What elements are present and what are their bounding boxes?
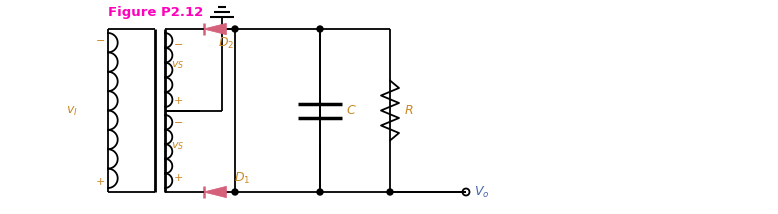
Circle shape: [232, 26, 238, 32]
Text: +: +: [173, 173, 183, 183]
Text: $-$: $-$: [173, 116, 183, 126]
Polygon shape: [204, 186, 226, 198]
Circle shape: [232, 189, 238, 195]
Text: $C$: $C$: [346, 104, 356, 117]
Text: $v_S$: $v_S$: [171, 141, 184, 152]
Text: +: +: [96, 177, 105, 187]
Text: $-$: $-$: [173, 38, 183, 48]
Text: $v_S$: $v_S$: [171, 59, 184, 71]
Polygon shape: [204, 23, 226, 35]
Circle shape: [387, 189, 393, 195]
Text: Figure P2.12: Figure P2.12: [108, 6, 203, 18]
Circle shape: [317, 26, 323, 32]
Text: $V_o$: $V_o$: [474, 184, 489, 199]
Text: $D_2$: $D_2$: [218, 36, 234, 51]
Text: $R$: $R$: [404, 104, 413, 117]
Text: $D_1$: $D_1$: [234, 170, 251, 186]
Text: $-$: $-$: [95, 34, 105, 44]
Text: +: +: [173, 96, 183, 106]
Circle shape: [317, 189, 323, 195]
Text: $v_I$: $v_I$: [66, 104, 78, 117]
